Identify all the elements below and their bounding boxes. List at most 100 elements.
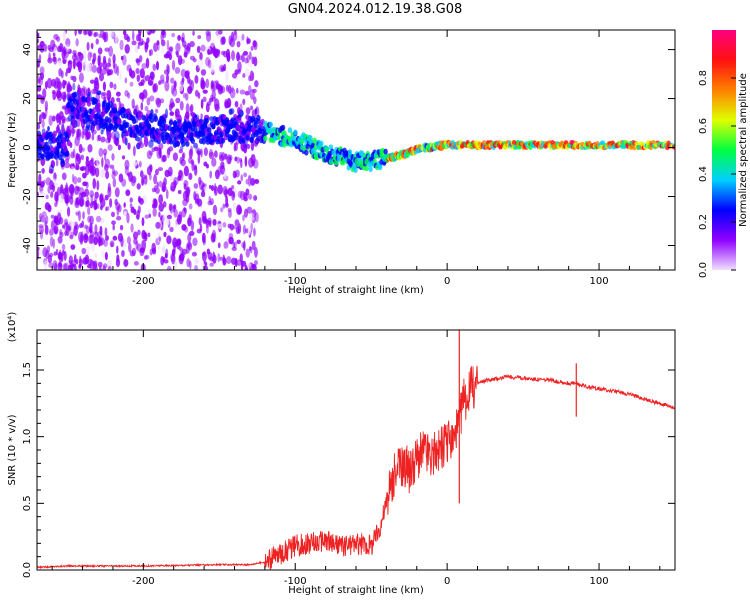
spectrogram-cell xyxy=(183,165,189,177)
snr-series-line xyxy=(37,365,675,570)
spectrogram-cell xyxy=(207,127,212,134)
snr-ytick-label: 0.0 xyxy=(22,562,33,578)
spectrogram-cell xyxy=(98,237,104,246)
spectrogram-cell xyxy=(103,31,107,43)
spectrogram-cell xyxy=(53,178,57,187)
spectrogram-cell xyxy=(250,222,253,233)
spectrogram-cell xyxy=(256,114,261,121)
spectrogram-cell xyxy=(194,264,198,270)
spectrogram-cell xyxy=(37,195,40,203)
spectrogram-cell xyxy=(145,57,150,69)
spectrogram-cell xyxy=(185,45,191,55)
spectrogram-cell xyxy=(243,172,248,178)
spectrogram-cell xyxy=(111,31,116,40)
spectrogram-cell xyxy=(237,106,241,116)
spectrogram-cell xyxy=(166,39,170,51)
spectrogram-cell xyxy=(67,264,73,270)
spectrogram-ytick-label: 40 xyxy=(22,43,33,56)
spectrogram-cell xyxy=(189,230,195,236)
spectrogram-cell xyxy=(243,240,246,251)
spectrogram-cell xyxy=(58,67,63,77)
spectrogram-cell xyxy=(218,30,223,35)
spectrogram-cell xyxy=(207,48,211,55)
spectrogram-cell xyxy=(241,53,245,63)
spectrogram-cell xyxy=(195,146,199,154)
spectrogram-cell xyxy=(203,217,208,224)
spectrogram-cell xyxy=(118,70,122,81)
snr-axes: -200 -100 0 100 0.0 0.5 1.0 1.5 xyxy=(22,330,675,587)
spectrogram-cell xyxy=(185,140,190,147)
spectrogram-cell xyxy=(193,183,199,189)
spectrogram-cell xyxy=(144,42,148,53)
spectrogram-cell xyxy=(276,134,282,141)
spectrogram-cell xyxy=(166,265,172,270)
colorbar-tick-label: 0.0 xyxy=(698,262,709,278)
spectrogram-cell xyxy=(176,39,181,50)
spectrogram-cell xyxy=(46,77,53,89)
spectrogram-cell xyxy=(77,177,82,183)
spectrogram-cell xyxy=(212,218,217,226)
snr-frame xyxy=(36,329,676,571)
spectrogram-cell xyxy=(116,254,120,262)
spectrogram-cell xyxy=(208,151,215,160)
spectrogram-cell xyxy=(99,30,105,38)
spectrogram-cell xyxy=(48,115,53,126)
spectrogram-cell xyxy=(38,225,45,234)
spectrogram-cell xyxy=(85,129,91,140)
spectrogram-cell xyxy=(131,30,135,41)
spectrogram-cell xyxy=(154,168,159,176)
spectrogram-cell xyxy=(161,118,167,125)
spectrogram-cell xyxy=(205,103,210,113)
spectrogram-cell xyxy=(81,130,85,139)
spectrogram-cell xyxy=(248,212,255,222)
spectrogram-cell xyxy=(200,190,206,198)
spectrogram-cell xyxy=(124,89,129,97)
spectrogram-cell xyxy=(56,90,63,102)
spectrogram-cell xyxy=(199,51,203,61)
spectrogram-cell xyxy=(249,105,254,111)
spectrogram-cell xyxy=(210,94,214,100)
spectrogram-cell xyxy=(72,118,76,129)
spectrogram-cell xyxy=(85,225,90,235)
spectrogram-cell xyxy=(81,57,87,66)
spectrogram-cell xyxy=(116,205,120,217)
spectrogram-cell xyxy=(240,259,244,270)
spectrogram-cell xyxy=(41,119,45,129)
spectrogram-cell xyxy=(74,135,80,147)
spectrogram-cell xyxy=(81,96,86,103)
spectrogram-cell xyxy=(197,58,204,70)
spectrogram-cell xyxy=(42,247,48,258)
spectrogram-cell xyxy=(105,138,111,144)
spectrogram-cell xyxy=(254,106,260,118)
spectrogram-cell xyxy=(125,130,130,137)
spectrogram-cell xyxy=(61,118,66,124)
spectrogram-cell xyxy=(181,140,186,147)
spectrogram-cell xyxy=(89,79,95,84)
chart-title: GN04.2024.012.19.38.G08 xyxy=(287,2,463,17)
spectrogram-cell xyxy=(156,134,161,141)
spectrogram-cell xyxy=(52,238,56,249)
spectrogram-cell xyxy=(234,100,239,108)
spectrogram-cell xyxy=(175,42,181,53)
spectrogram-cell xyxy=(160,79,165,85)
spectrogram-cell xyxy=(57,251,63,260)
spectrogram-cell xyxy=(145,254,150,260)
spectrogram-cell xyxy=(40,111,46,118)
spectrogram-cell xyxy=(220,207,224,213)
spectrogram-cell xyxy=(89,190,95,198)
spectrogram-cell xyxy=(88,234,94,245)
spectrogram-cell xyxy=(219,256,223,261)
spectrogram-cell xyxy=(203,186,208,191)
spectrogram-cell xyxy=(243,50,248,56)
spectrogram-cell xyxy=(206,224,209,234)
spectrogram-cell xyxy=(251,240,256,251)
spectrogram-cell xyxy=(70,244,76,250)
spectrogram-cell xyxy=(112,107,118,114)
spectrogram-cell xyxy=(226,156,232,165)
spectrogram-cell xyxy=(239,89,246,95)
spectrogram-cell xyxy=(61,105,68,110)
spectrogram-cell xyxy=(145,74,151,82)
spectrogram-cell xyxy=(250,141,255,151)
spectrogram-cell xyxy=(190,138,196,145)
spectrogram-cell xyxy=(196,228,202,234)
